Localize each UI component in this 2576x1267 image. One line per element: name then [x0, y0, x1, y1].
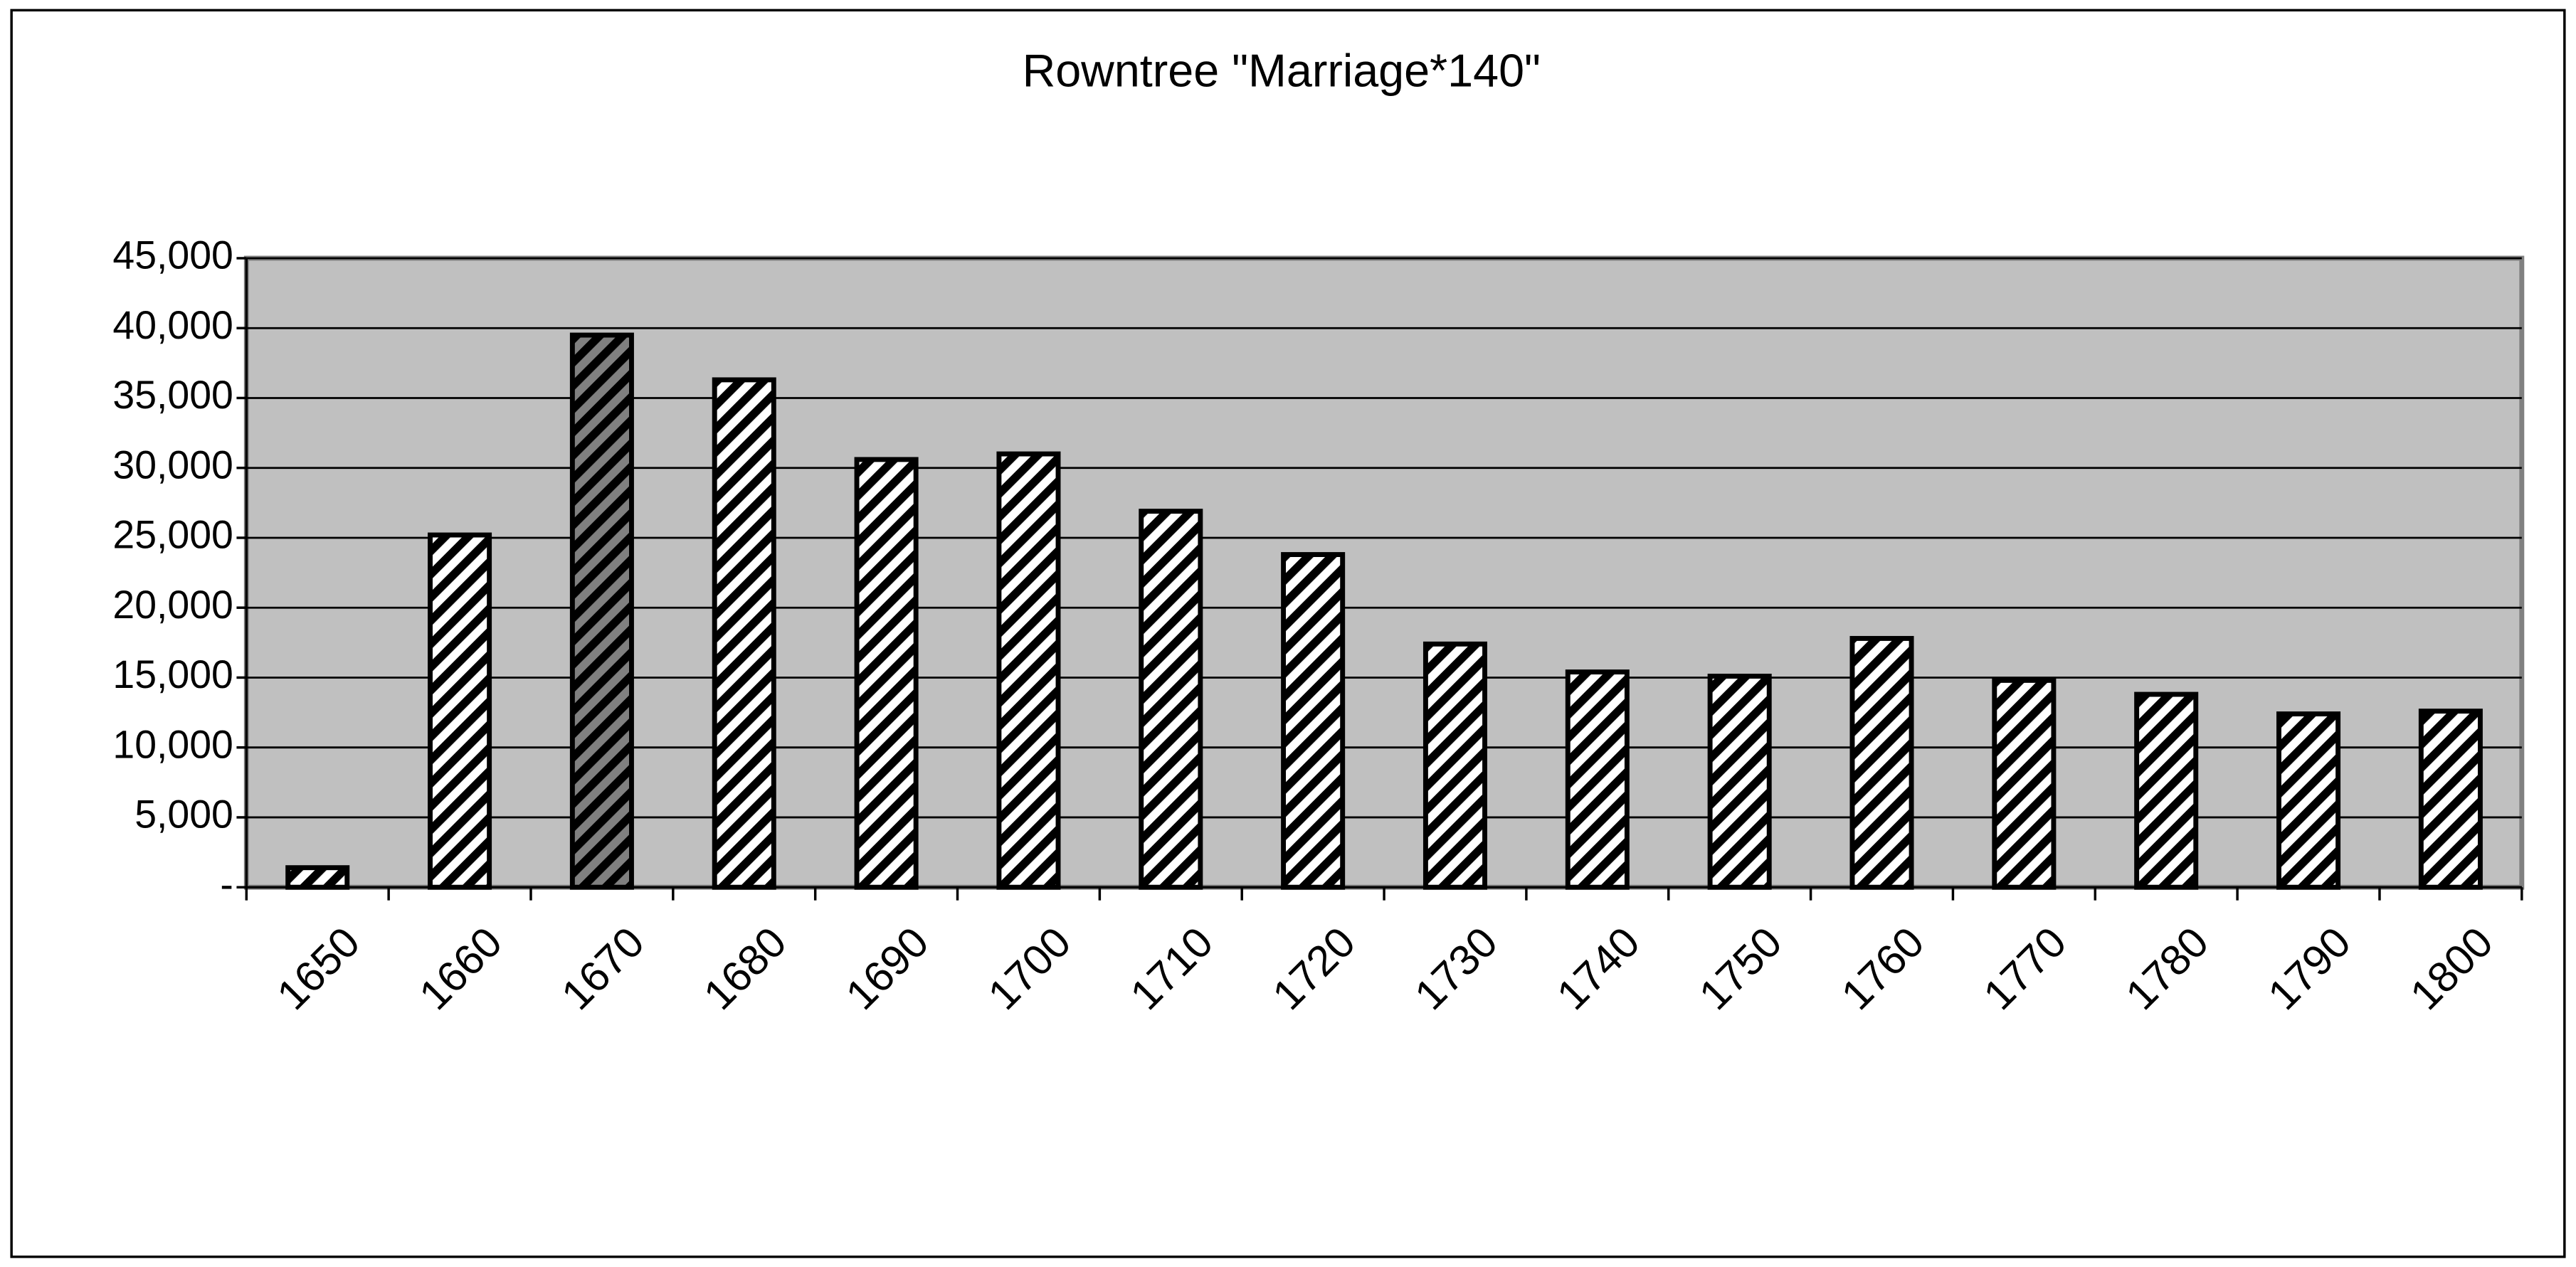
- bar: [1849, 635, 1914, 890]
- bar: [1992, 677, 2057, 890]
- y-tick-label: 35,000: [112, 373, 233, 417]
- y-tick-label: -: [220, 862, 233, 906]
- bar: [2418, 709, 2483, 890]
- bar: [712, 377, 776, 890]
- bar: [1139, 509, 1203, 890]
- bar: [1281, 552, 1346, 890]
- y-tick-label: 45,000: [112, 233, 233, 277]
- bar: [2276, 711, 2341, 890]
- y-tick-label: 25,000: [112, 513, 233, 557]
- y-tick-label: 30,000: [112, 442, 233, 487]
- bar: [285, 865, 350, 890]
- chart-title: Rowntree "Marriage*140": [1023, 44, 1541, 96]
- y-tick-label: 15,000: [112, 652, 233, 696]
- bar: [1565, 669, 1630, 890]
- y-tick-label: 40,000: [112, 303, 233, 347]
- bar: [2134, 691, 2199, 890]
- bar: [428, 532, 492, 890]
- y-tick-label: 10,000: [112, 722, 233, 766]
- y-tick-label: 5,000: [134, 792, 233, 837]
- bar: [996, 451, 1061, 890]
- y-tick-label: 20,000: [112, 583, 233, 627]
- bar: [854, 457, 919, 890]
- bar: [569, 332, 634, 890]
- bar: [1707, 674, 1772, 890]
- bar: [1422, 641, 1487, 890]
